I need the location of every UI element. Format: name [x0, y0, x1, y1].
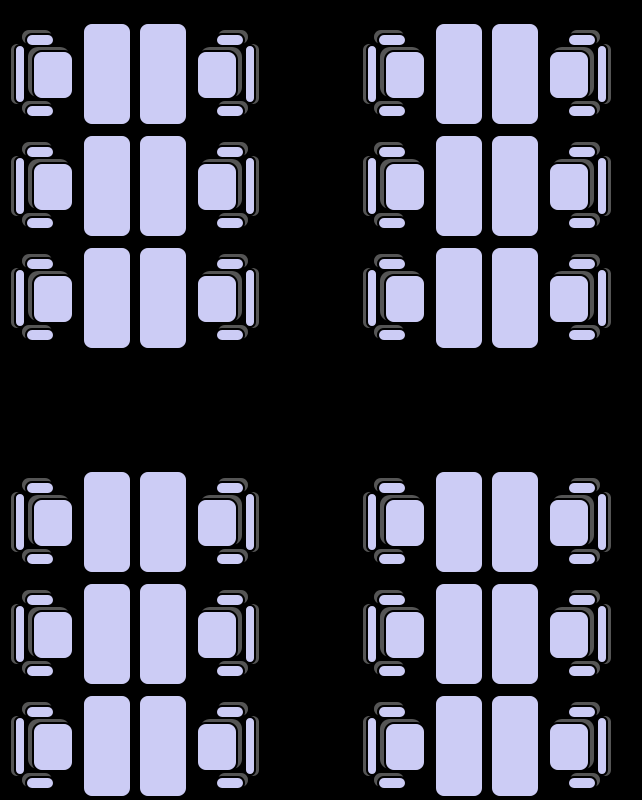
chair-icon — [12, 254, 76, 342]
workstation-row — [364, 470, 610, 574]
cluster-bottom-left — [12, 470, 258, 800]
desk-icon — [490, 470, 540, 574]
desk-icon — [490, 694, 540, 798]
workstation-row — [12, 246, 258, 350]
desk-icon — [82, 694, 132, 798]
desk-icon — [138, 246, 188, 350]
desk-icon — [434, 22, 484, 126]
cluster-bottom-right — [364, 470, 610, 800]
chair-icon — [194, 702, 258, 790]
desk-icon — [138, 470, 188, 574]
desk-icon — [434, 134, 484, 238]
workstation-row — [364, 134, 610, 238]
chair-icon — [546, 702, 610, 790]
floor-plan — [0, 0, 642, 800]
workstation-row — [364, 582, 610, 686]
desk-icon — [434, 470, 484, 574]
workstation-row — [12, 582, 258, 686]
chair-icon — [546, 254, 610, 342]
chair-icon — [12, 590, 76, 678]
workstation-row — [364, 246, 610, 350]
chair-icon — [364, 142, 428, 230]
desk-icon — [82, 134, 132, 238]
workstation-row — [364, 694, 610, 798]
chair-icon — [12, 30, 76, 118]
chair-icon — [194, 590, 258, 678]
chair-icon — [364, 254, 428, 342]
desk-icon — [82, 22, 132, 126]
desk-icon — [138, 134, 188, 238]
chair-icon — [546, 30, 610, 118]
chair-icon — [364, 590, 428, 678]
chair-icon — [546, 590, 610, 678]
workstation-row — [12, 694, 258, 798]
chair-icon — [12, 478, 76, 566]
chair-icon — [194, 142, 258, 230]
cluster-top-left — [12, 22, 258, 358]
chair-icon — [546, 478, 610, 566]
desk-icon — [434, 246, 484, 350]
workstation-row — [12, 134, 258, 238]
chair-icon — [12, 702, 76, 790]
desk-icon — [138, 582, 188, 686]
desk-icon — [490, 582, 540, 686]
desk-icon — [138, 694, 188, 798]
desk-icon — [490, 246, 540, 350]
desk-icon — [82, 582, 132, 686]
desk-icon — [434, 582, 484, 686]
desk-icon — [490, 22, 540, 126]
desk-icon — [434, 694, 484, 798]
chair-icon — [546, 142, 610, 230]
chair-icon — [364, 702, 428, 790]
chair-icon — [194, 478, 258, 566]
chair-icon — [12, 142, 76, 230]
chair-icon — [364, 30, 428, 118]
chair-icon — [364, 478, 428, 566]
chair-icon — [194, 30, 258, 118]
desk-icon — [82, 470, 132, 574]
chair-icon — [194, 254, 258, 342]
cluster-top-right — [364, 22, 610, 358]
desk-icon — [490, 134, 540, 238]
workstation-row — [12, 470, 258, 574]
workstation-row — [12, 22, 258, 126]
desk-icon — [138, 22, 188, 126]
workstation-row — [364, 22, 610, 126]
desk-icon — [82, 246, 132, 350]
